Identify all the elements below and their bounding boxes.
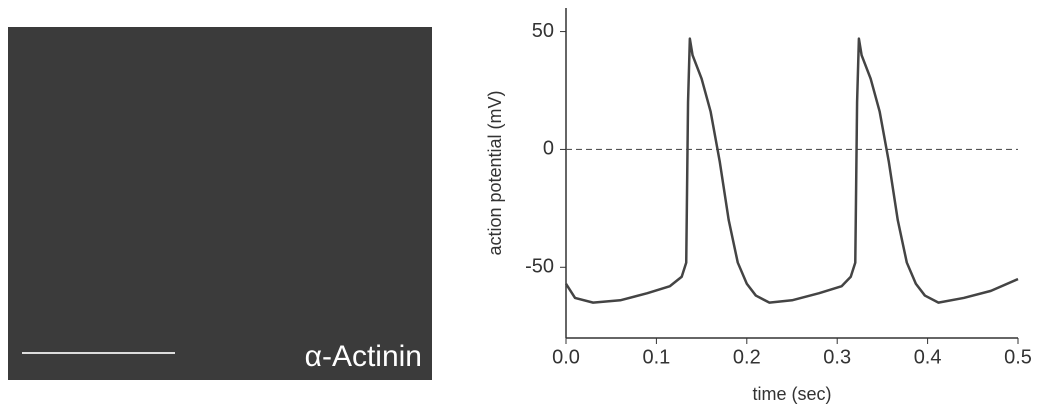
image-label: α-Actinin <box>305 340 422 373</box>
x-tick-label: 0.1 <box>642 346 670 368</box>
x-tick-label: 0.0 <box>552 346 580 368</box>
x-tick-label: 0.2 <box>733 346 761 368</box>
y-tick-label: -50 <box>525 256 554 278</box>
x-tick-label: 0.3 <box>823 346 851 368</box>
x-tick-label: 0.5 <box>1004 346 1032 368</box>
y-tick-label: 0 <box>543 138 554 160</box>
x-tick-label: 0.4 <box>914 346 942 368</box>
microscopy-image <box>8 27 432 380</box>
x-axis-label: time (sec) <box>752 384 831 404</box>
data-line <box>564 37 1019 304</box>
y-tick-label: 50 <box>532 20 554 42</box>
y-axis-label: action potential (mV) <box>485 90 505 255</box>
